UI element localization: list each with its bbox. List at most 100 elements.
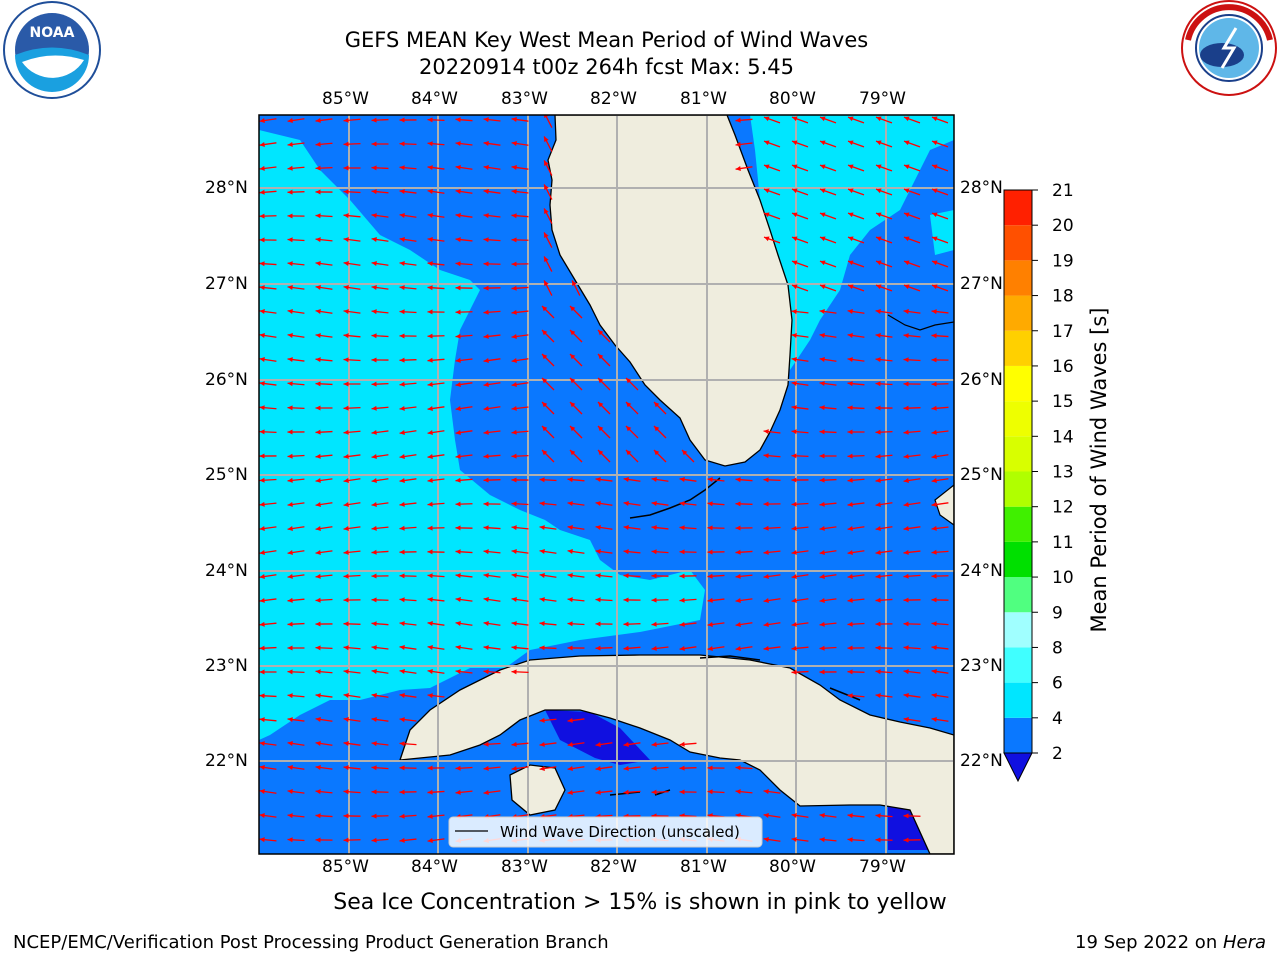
wind-arrow-head (371, 621, 377, 627)
wind-arrow-head (343, 813, 349, 819)
wind-arrow-head (931, 549, 937, 555)
wind-arrow-head (764, 188, 770, 194)
wind-arrow-head (315, 357, 321, 363)
wind-arrow-head (819, 357, 825, 362)
wind-arrow-head (455, 309, 461, 315)
lon-label-top-84: 84°W (411, 89, 458, 109)
wind-arrow-head (791, 525, 797, 531)
wind-arrow-head (427, 430, 433, 435)
wind-arrow-head (455, 789, 461, 795)
wind-arrow-head (791, 645, 797, 651)
colorbar-segment (1004, 506, 1032, 542)
wind-arrow-head (932, 140, 938, 146)
wind-arrow-head (876, 284, 882, 290)
wind-arrow-head (539, 645, 545, 651)
wind-arrow-head (483, 285, 489, 291)
wind-arrow-head (679, 765, 685, 771)
wind-arrow-head (875, 597, 881, 603)
wind-arrow-head (651, 741, 657, 747)
colorbar-segment (1004, 682, 1032, 718)
wind-arrow-head (763, 477, 769, 483)
wind-arrow-head (651, 621, 657, 627)
wind-arrow-head (932, 212, 938, 218)
wind-arrow-head (399, 501, 405, 507)
wind-arrow-head (371, 549, 377, 555)
wind-arrow-head (399, 573, 405, 579)
wind-arrow-head (511, 358, 517, 363)
wind-arrow-head (315, 333, 321, 339)
wind-arrow-head (847, 309, 853, 314)
wind-wave-arrows (259, 115, 949, 843)
wind-arrow-head (483, 261, 489, 267)
wind-arrow-head (399, 478, 405, 483)
wind-arrow-head (572, 280, 577, 287)
wind-arrow-head (455, 237, 461, 243)
wind-arrow-head (483, 333, 489, 339)
wind-arrow-head (287, 381, 293, 387)
wind-arrow-head (567, 766, 573, 771)
wind-arrow-head (819, 477, 825, 483)
wind-arrow-head (932, 116, 938, 122)
wind-arrow-head (399, 309, 405, 315)
wind-arrow-head (735, 117, 741, 123)
cuba-land (399, 654, 954, 854)
wind-arrow-head (259, 669, 265, 675)
lat-label-left-27: 27°N (205, 274, 248, 294)
wind-arrow-head (455, 453, 461, 459)
wind-arrow-head (544, 160, 549, 167)
colorbar-tick-label: 6 (1052, 674, 1063, 694)
wind-arrow-head (792, 116, 798, 122)
wind-arrow-head (315, 526, 321, 531)
wind-arrow-head (371, 141, 377, 147)
wind-arrow-head (287, 645, 293, 651)
wind-arrow-head (569, 305, 576, 312)
wind-arrow-head (483, 501, 489, 507)
wind-arrow-head (315, 477, 321, 483)
colorbar-tick-label: 4 (1052, 709, 1063, 729)
wind-arrow-head (315, 429, 321, 435)
wind-arrow-head (343, 189, 349, 195)
wind-arrow-head (259, 189, 265, 195)
wind-arrow-head (511, 382, 517, 387)
wind-arrow-head (483, 237, 489, 243)
wind-arrow-head (735, 477, 741, 483)
wind-arrow-head (569, 329, 576, 336)
wind-arrow-head (763, 573, 769, 579)
wind-arrow-head (847, 837, 853, 843)
wind-arrow-head (597, 353, 604, 360)
wind-arrow-head (427, 477, 433, 483)
wind-arrow-head (876, 212, 882, 218)
wind-arrow-head (903, 549, 909, 555)
wind-arrow-head (287, 333, 293, 338)
wind-arrow-head (259, 381, 265, 387)
wind-arrow-head (625, 449, 632, 456)
wind-arrow-head (595, 501, 601, 506)
wind-arrow-head (735, 549, 741, 555)
wind-arrow-head (287, 837, 293, 843)
wind-arrow-head (511, 189, 517, 195)
wind-arrow-head (315, 117, 321, 123)
wind-arrow-head (315, 405, 321, 411)
wind-arrow-head (544, 136, 549, 143)
wind-arrow-head (287, 741, 293, 746)
wind-arrow-head (371, 573, 377, 579)
wind-arrow-head (819, 333, 825, 338)
colorbar-segment (1004, 365, 1032, 402)
colorbar-tick-label: 21 (1052, 181, 1074, 201)
colorbar-tick-label: 14 (1052, 427, 1074, 447)
footer-branch: NCEP/EMC/Verification Post Processing Pr… (13, 932, 609, 953)
wind-arrow-head (539, 549, 545, 554)
wind-arrow-head (259, 645, 265, 651)
ocean-4-6-region-ne (930, 210, 954, 255)
wind-arrow-head (287, 526, 293, 531)
wind-arrow-head (932, 260, 938, 266)
wind-arrow-head (791, 598, 797, 603)
wind-arrow-head (371, 765, 377, 771)
wind-arrow-head (595, 573, 601, 579)
wind-arrow-head (876, 116, 882, 122)
wind-arrow-head (455, 141, 461, 147)
wind-arrow-head (904, 164, 910, 170)
wind-arrow-head (315, 765, 321, 771)
wind-arrow-head (315, 213, 321, 219)
wind-arrow-head (455, 597, 461, 602)
